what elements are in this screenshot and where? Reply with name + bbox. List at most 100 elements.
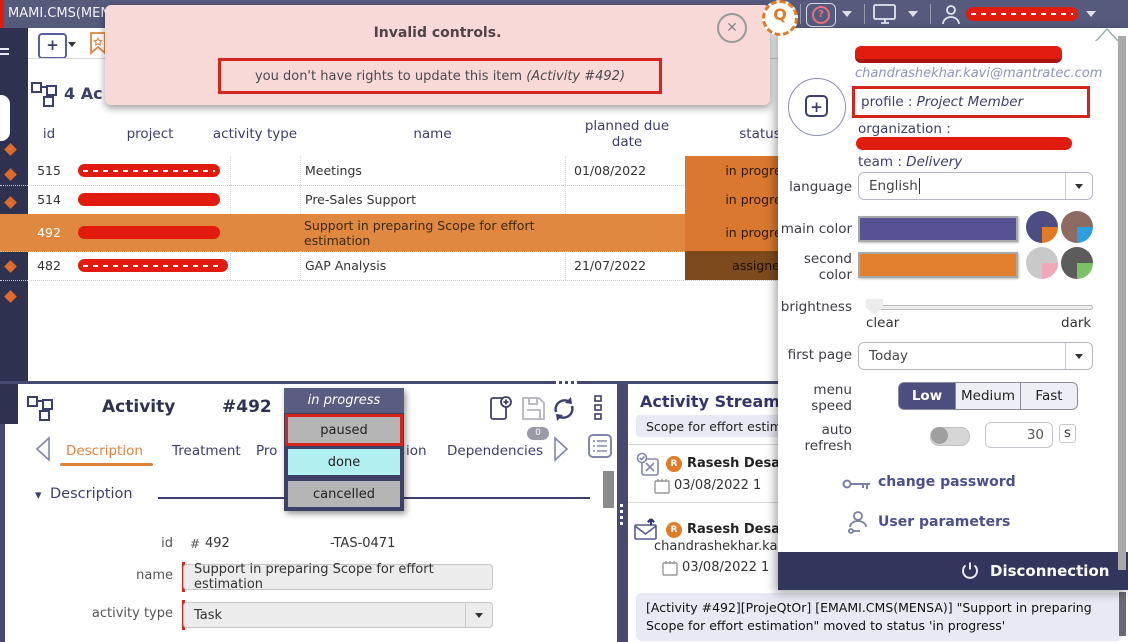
col-header-status[interactable]: status <box>739 126 781 142</box>
status-option-done[interactable]: done <box>288 449 400 475</box>
project-redacted <box>78 164 220 177</box>
table-row[interactable]: 482 GAP Analysis 21/07/2022 assigned <box>0 251 900 281</box>
panel-splitter[interactable] <box>617 381 628 642</box>
col-header-id[interactable]: id <box>42 126 56 142</box>
toast-message-box: you don't have rights to update this ite… <box>218 58 662 94</box>
stream-author[interactable]: Rasesh Desai <box>687 522 785 537</box>
col-header-planned-due[interactable]: planned due date <box>584 118 670 150</box>
help-dropdown-caret[interactable] <box>842 11 852 17</box>
refresh-icon[interactable] <box>550 395 578 423</box>
cell-name: Pre-Sales Support <box>300 185 550 214</box>
col-header-activity-type[interactable]: activity type <box>212 126 298 142</box>
user-dropdown-caret[interactable] <box>1086 11 1096 17</box>
menu-speed-medium[interactable]: Medium <box>955 382 1021 410</box>
auto-refresh-label: auto refresh <box>804 422 852 454</box>
user-name-redacted[interactable] <box>966 7 1078 21</box>
tab-progress-partial[interactable]: Pro <box>256 443 278 459</box>
table-row-selected[interactable]: 492 Support in preparing Scope for effor… <box>0 214 900 252</box>
auto-refresh-input[interactable]: 30 <box>985 422 1053 448</box>
user-icon[interactable] <box>940 3 962 25</box>
cell-name: GAP Analysis <box>300 251 550 280</box>
checklist-add-icon[interactable] <box>487 395 514 422</box>
cell-activity-type <box>230 251 301 280</box>
kebab-menu-icon[interactable] <box>593 395 603 421</box>
projeqtor-logo-icon[interactable]: Q <box>762 0 798 36</box>
scrollbar-thumb[interactable] <box>1119 592 1126 636</box>
first-page-select[interactable]: Today <box>858 342 1093 370</box>
profile-label: profile : <box>861 94 913 110</box>
user-parameters-link[interactable]: User parameters <box>878 514 1011 530</box>
scrollbar-thumb[interactable] <box>1118 36 1126 570</box>
table-row[interactable]: 514 Pre-Sales Support in progress <box>0 185 900 215</box>
chevron-right-icon[interactable] <box>551 436 571 462</box>
close-icon[interactable]: ✕ <box>717 13 747 43</box>
change-password-link[interactable]: change password <box>878 474 1016 490</box>
project-redacted <box>78 226 220 239</box>
tab-dependencies[interactable]: Dependencies <box>447 443 544 459</box>
toast-message-ref: (Activity #492) <box>522 68 626 84</box>
activity-type-select[interactable]: Task <box>183 602 493 628</box>
menu-icon <box>0 53 9 55</box>
col-header-project[interactable]: project <box>126 126 174 142</box>
select-caret[interactable] <box>1065 343 1092 369</box>
select-caret[interactable] <box>465 603 492 627</box>
tab-list-icon[interactable] <box>588 434 612 458</box>
project-redacted <box>78 193 220 206</box>
status-option-paused[interactable]: paused <box>285 414 403 446</box>
tab-description[interactable]: Description <box>66 443 143 459</box>
row-marker-icon[interactable] <box>4 290 17 303</box>
language-select[interactable]: English <box>858 172 1093 200</box>
chevron-left-icon[interactable] <box>33 436 53 462</box>
brightness-min-label: clear <box>866 315 900 331</box>
monitor-dropdown-caret[interactable] <box>908 11 918 17</box>
tab-treatment[interactable]: Treatment <box>172 443 241 459</box>
cell-name: Meetings <box>300 156 550 185</box>
menu-icon[interactable] <box>0 48 9 50</box>
select-caret[interactable] <box>1065 173 1092 199</box>
status-current[interactable]: in progress <box>284 388 404 413</box>
table-row[interactable]: 515 Meetings 01/08/2022 in progress <box>0 156 900 186</box>
theme-color-option[interactable] <box>1061 247 1093 279</box>
main-color-swatch[interactable] <box>858 216 1018 242</box>
add-item-caret[interactable] <box>68 42 76 47</box>
add-item-button[interactable]: + <box>38 33 67 59</box>
brightness-label: brightness <box>780 299 852 315</box>
save-icon[interactable] <box>521 396 546 421</box>
profile-email: chandrashekhar.kavi@mantratec.com <box>855 66 1103 81</box>
theme-color-option[interactable] <box>1061 211 1093 243</box>
theme-color-option[interactable] <box>1026 247 1058 279</box>
splitter-drag-handle[interactable] <box>620 501 623 525</box>
disconnection-bar[interactable]: Disconnection <box>778 552 1128 590</box>
language-label: language <box>789 179 852 195</box>
organization-label: organization : <box>858 121 951 137</box>
menu-speed-fast[interactable]: Fast <box>1020 382 1078 410</box>
second-color-swatch[interactable] <box>858 252 1018 278</box>
status-option-cancelled[interactable]: cancelled <box>288 481 400 507</box>
cell-project <box>70 214 230 251</box>
stream-divider <box>628 444 788 445</box>
auto-refresh-unit: s <box>1059 424 1076 443</box>
stream-date: 03/08/2022 1 <box>674 478 762 493</box>
monitor-icon[interactable] <box>872 4 898 25</box>
tab-assignation-partial[interactable]: ion <box>406 443 427 459</box>
theme-color-option[interactable] <box>1026 211 1058 243</box>
auto-refresh-toggle[interactable] <box>930 427 970 446</box>
brightness-slider-handle[interactable] <box>866 299 883 315</box>
menu-speed-low[interactable]: Low <box>898 382 956 410</box>
bookmark-star-icon[interactable] <box>88 31 108 55</box>
first-page-value: Today <box>869 348 909 364</box>
name-field[interactable]: Support in preparing Scope for effort es… <box>183 562 493 592</box>
organization-redacted <box>856 137 1072 150</box>
col-header-name[interactable]: name <box>413 126 452 142</box>
cell-name: Support in preparing Scope for effort es… <box>304 217 535 248</box>
scrollbar-thumb[interactable] <box>603 471 614 508</box>
team-row: team : Delivery <box>858 154 962 170</box>
panel-drag-handle[interactable] <box>556 381 580 396</box>
help-icon[interactable]: ? <box>806 3 836 27</box>
power-icon <box>962 562 978 579</box>
brightness-slider[interactable] <box>868 305 1093 310</box>
stream-author[interactable]: Rasesh Desai <box>687 456 785 471</box>
section-collapse-arrow[interactable]: ▾ <box>35 488 42 503</box>
activities-heading: 4 Ac <box>64 84 103 103</box>
add-photo-button[interactable]: + <box>805 95 828 117</box>
